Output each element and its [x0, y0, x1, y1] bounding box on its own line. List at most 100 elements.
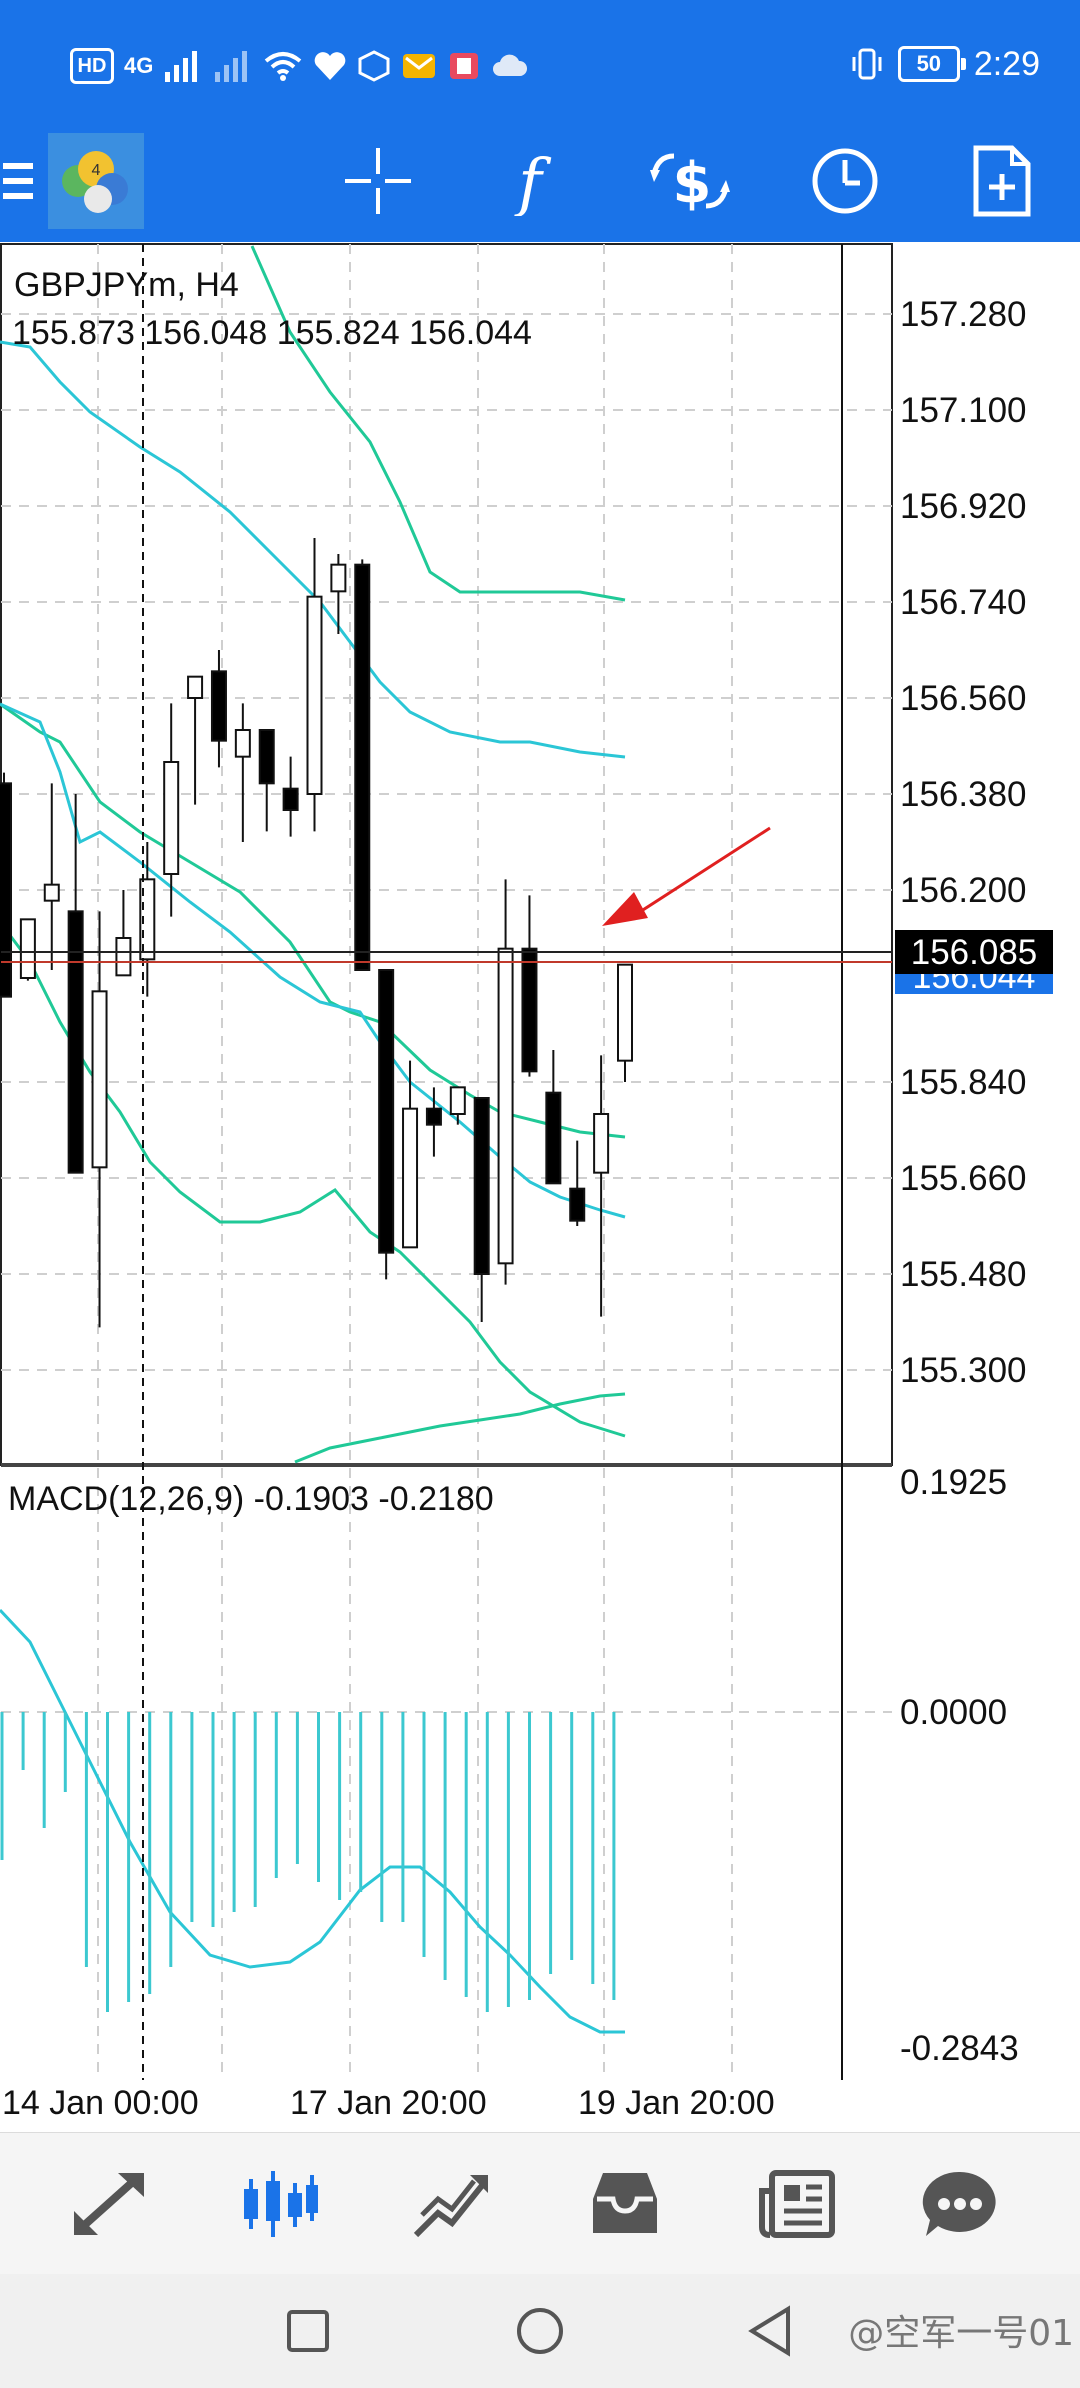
- network-type: 4G: [124, 53, 154, 78]
- time-tick-label: 14 Jan 00:00: [2, 2084, 199, 2122]
- wifi-icon: [265, 52, 302, 81]
- home-button[interactable]: [500, 2274, 580, 2388]
- svg-text:$: $: [673, 151, 712, 216]
- timeframe-clock-icon: [812, 148, 878, 214]
- price-tick-label: 155.300: [900, 1351, 1027, 1390]
- candle: [282, 756, 299, 837]
- nav-news[interactable]: [718, 2133, 878, 2275]
- chart-canvas[interactable]: GBPJPYm, H4 155.873 156.048 155.824 156.…: [0, 242, 1080, 2132]
- price-axis: 157.280 157.100 156.920 156.740 156.560 156.3…: [900, 295, 1027, 1390]
- hamburger-menu-icon: [3, 163, 33, 199]
- timeframe-button[interactable]: [795, 120, 895, 242]
- nav-history[interactable]: [545, 2133, 705, 2275]
- clock-time: 2:29: [973, 44, 1040, 83]
- bid-price-label: 156.085: [911, 933, 1038, 972]
- candle: [139, 842, 156, 997]
- back-button[interactable]: [734, 2274, 804, 2388]
- price-tick-label: 156.200: [900, 871, 1027, 910]
- recents-square-icon: [287, 2310, 329, 2352]
- price-tick-label: 156.380: [900, 775, 1027, 814]
- menu-button[interactable]: [0, 120, 36, 242]
- macd-signal-line: [0, 1608, 625, 2034]
- macd-tick-label: -0.2843: [900, 2029, 1019, 2068]
- nav-quotes[interactable]: [30, 2133, 190, 2275]
- status-right: 50 2:29: [850, 38, 1040, 90]
- battery-icon: 50: [897, 46, 966, 82]
- candle: [473, 1097, 490, 1322]
- cloud-icon: [493, 54, 528, 76]
- candle: [19, 918, 36, 981]
- top-bar: HD 4G: [0, 0, 1080, 242]
- price-tick-label: 155.840: [900, 1063, 1027, 1102]
- candle: [306, 538, 323, 832]
- chart-toolbar: 4 f $: [0, 120, 1080, 242]
- chart-grid: [1, 244, 892, 2080]
- new-order-button[interactable]: [952, 120, 1052, 242]
- nav-chat[interactable]: [880, 2133, 1040, 2275]
- crosshair-icon: [345, 148, 411, 214]
- candle: [67, 794, 84, 1174]
- indicators-icon: f: [514, 146, 552, 216]
- bid-price-badge: 156.085: [895, 930, 1053, 974]
- candle: [617, 963, 633, 1082]
- chat-icon: [922, 2171, 996, 2236]
- candle: [545, 1050, 562, 1185]
- candle: [0, 772, 12, 998]
- candle: [378, 969, 395, 1280]
- app-logo-button[interactable]: 4: [46, 120, 146, 242]
- candle: [258, 729, 275, 832]
- middle-ma-line: [0, 702, 626, 1219]
- candle: [163, 703, 180, 917]
- trade-button[interactable]: $: [640, 120, 740, 242]
- home-circle-icon: [517, 2308, 563, 2354]
- lower-band-line-2: [294, 1392, 626, 1464]
- macd-label: MACD(12,26,9) -0.1903 -0.2180: [8, 1480, 494, 1518]
- annotation-arrow: [602, 826, 771, 926]
- news-icon: [759, 2170, 835, 2238]
- crosshair-button[interactable]: [328, 120, 428, 242]
- recents-button[interactable]: [268, 2274, 348, 2388]
- trade-icon: [413, 2175, 488, 2238]
- signal-icon-2: [215, 51, 248, 82]
- health-icon: [315, 52, 346, 80]
- vibrate-icon: [852, 48, 882, 80]
- candle: [521, 895, 538, 1077]
- symbol-timeframe-label: GBPJPYm, H4: [14, 266, 239, 304]
- candle: [354, 559, 371, 971]
- candle: [91, 911, 108, 1328]
- svg-text:4: 4: [92, 162, 101, 179]
- candle: [210, 650, 227, 768]
- time-tick-label: 17 Jan 20:00: [290, 2084, 487, 2122]
- macd-axis: 0.1925 0.0000 -0.2843: [900, 1463, 1019, 2068]
- candle: [330, 554, 347, 634]
- quotes-icon: [74, 2173, 144, 2235]
- chart-area[interactable]: GBPJPYm, H4 155.873 156.048 155.824 156.…: [0, 242, 1080, 2132]
- nav-trade[interactable]: [372, 2133, 532, 2275]
- main-chart-frame: [0, 243, 893, 1466]
- price-tick-label: 155.480: [900, 1255, 1027, 1294]
- nav-chart[interactable]: [200, 2133, 360, 2275]
- upper-band-line: [250, 245, 626, 602]
- new-order-icon: [973, 145, 1031, 217]
- system-navigation: @空军一号01: [0, 2274, 1080, 2388]
- candle: [497, 879, 514, 1285]
- app-logo-icon: 4: [48, 133, 144, 229]
- price-tick-label: 156.740: [900, 583, 1027, 622]
- trade-icon: $: [650, 151, 730, 216]
- candle: [187, 675, 204, 805]
- notification-app-icon: [358, 50, 390, 82]
- macd-histogram: [0, 1712, 616, 2012]
- time-tick-label: 19 Jan 20:00: [578, 2084, 775, 2122]
- macd-tick-label: 0.0000: [900, 1693, 1007, 1732]
- chart-icon: [244, 2171, 318, 2237]
- price-tick-label: 156.560: [900, 679, 1027, 718]
- mail-icon: [403, 54, 436, 78]
- hd-badge: HD: [70, 48, 114, 84]
- indicators-button[interactable]: f: [480, 120, 580, 242]
- svg-text:f: f: [514, 146, 552, 216]
- price-tick-label: 157.280: [900, 295, 1027, 334]
- watermark-text: @空军一号01: [848, 2313, 1074, 2354]
- history-icon: [593, 2173, 657, 2233]
- candle: [43, 783, 60, 970]
- candle: [569, 1140, 586, 1226]
